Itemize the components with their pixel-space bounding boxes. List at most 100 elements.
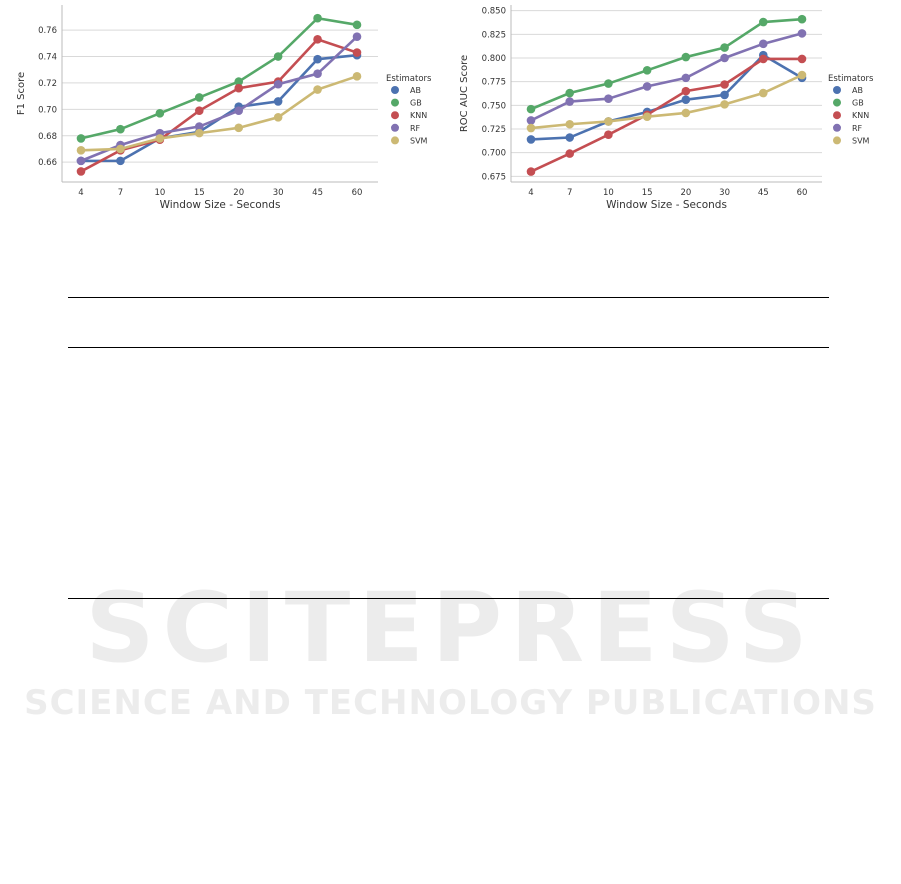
data-point-rf bbox=[313, 69, 322, 78]
y-tick-label: 0.66 bbox=[38, 158, 57, 168]
data-point-svm bbox=[116, 144, 125, 154]
table-header-rule bbox=[68, 347, 829, 348]
x-tick-label: 20 bbox=[233, 188, 244, 198]
legend-marker-svm bbox=[391, 136, 399, 145]
legend-label-ab: AB bbox=[410, 86, 421, 95]
x-tick-label: 10 bbox=[154, 188, 165, 198]
data-point-ab bbox=[526, 135, 536, 144]
data-point-gb bbox=[116, 124, 125, 134]
x-tick-label: 60 bbox=[352, 188, 363, 198]
series-line-gb bbox=[530, 17, 803, 111]
x-axis-label: Window Size - Seconds bbox=[160, 199, 281, 211]
data-point-rf bbox=[526, 116, 536, 125]
data-point-gb bbox=[797, 14, 807, 24]
y-tick-label: 0.700 bbox=[482, 149, 506, 159]
data-point-svm bbox=[681, 108, 691, 118]
data-point-rf bbox=[194, 122, 204, 131]
data-point-svm bbox=[797, 70, 807, 80]
data-point-svm bbox=[565, 119, 575, 129]
series-line-svm bbox=[80, 75, 358, 152]
data-point-knn bbox=[194, 106, 204, 115]
series-line-svm bbox=[530, 73, 803, 130]
x-axis-label: Window Size - Seconds bbox=[606, 199, 727, 211]
data-point-ab bbox=[565, 133, 575, 142]
f1-score-chart: 0.66 0.68 0.70 0.72 0.74 0.76 4 7 10 15 20 30 45 60 Wi… bbox=[16, 5, 432, 211]
data-point-rf bbox=[681, 73, 691, 83]
legend-title: Estimators bbox=[386, 74, 432, 84]
data-point-ab bbox=[720, 90, 729, 100]
data-point-gb bbox=[681, 52, 691, 62]
x-tick-label: 45 bbox=[758, 188, 769, 198]
y-tick-label: 0.850 bbox=[482, 7, 506, 17]
y-tick-label: 0.68 bbox=[38, 132, 57, 142]
data-point-rf bbox=[604, 94, 613, 104]
legend-label-gb: GB bbox=[852, 99, 864, 108]
data-point-svm bbox=[76, 145, 86, 155]
data-point-gb bbox=[604, 79, 613, 88]
data-point-gb bbox=[758, 17, 768, 27]
data-point-knn bbox=[565, 149, 575, 158]
watermark-subtitle: SCIENCE AND TECHNOLOGY PUBLICATIONS bbox=[24, 683, 877, 723]
data-point-ab bbox=[313, 54, 322, 64]
data-point-svm bbox=[352, 72, 362, 81]
data-point-gb bbox=[720, 43, 729, 52]
data-point-rf bbox=[273, 79, 283, 89]
data-point-gb bbox=[76, 134, 86, 143]
legend-label-knn: KNN bbox=[410, 111, 427, 120]
data-point-knn bbox=[758, 54, 768, 64]
x-tick-label: 20 bbox=[680, 188, 691, 198]
y-tick-label: 0.76 bbox=[38, 26, 57, 36]
data-point-rf bbox=[797, 29, 807, 38]
data-point-svm bbox=[720, 100, 729, 109]
x-tick-label: 4 bbox=[78, 188, 83, 198]
legend-label-rf: RF bbox=[852, 124, 863, 133]
legend-label-svm: SVM bbox=[410, 136, 428, 145]
x-tick-label: 7 bbox=[118, 188, 123, 198]
data-point-knn bbox=[526, 167, 536, 176]
data-point-gb bbox=[642, 66, 652, 75]
y-tick-label: 0.750 bbox=[482, 101, 506, 111]
y-tick-label: 0.74 bbox=[38, 53, 57, 63]
data-point-gb bbox=[155, 109, 165, 118]
data-point-rf bbox=[76, 156, 86, 166]
y-tick-label: 0.72 bbox=[38, 79, 57, 89]
data-point-ab bbox=[681, 95, 691, 104]
data-point-gb bbox=[526, 104, 536, 114]
y-tick-label: 0.675 bbox=[482, 172, 506, 182]
data-point-rf bbox=[720, 53, 729, 63]
data-point-rf bbox=[352, 32, 362, 42]
series-line-rf bbox=[530, 32, 803, 122]
series-line-rf bbox=[80, 35, 358, 163]
series-line-gb bbox=[80, 16, 358, 140]
data-point-knn bbox=[720, 80, 729, 89]
data-point-knn bbox=[681, 86, 691, 96]
legend-marker-knn bbox=[833, 111, 841, 120]
data-point-knn bbox=[604, 130, 613, 139]
legend-label-svm: SVM bbox=[852, 136, 870, 145]
data-point-svm bbox=[313, 85, 322, 94]
x-tick-label: 60 bbox=[797, 188, 808, 198]
data-point-rf bbox=[565, 97, 575, 106]
y-tick-label: 0.800 bbox=[482, 54, 506, 64]
data-point-svm bbox=[234, 123, 244, 133]
legend-marker-svm bbox=[833, 136, 841, 145]
y-tick-label: 0.70 bbox=[38, 105, 57, 115]
roc-auc-chart: 0.675 0.700 0.725 0.750 0.775 0.800 0.825 0.850… bbox=[459, 5, 874, 211]
data-point-ab bbox=[116, 156, 125, 166]
x-tick-label: 15 bbox=[642, 188, 653, 198]
x-tick-label: 30 bbox=[273, 188, 284, 198]
x-tick-label: 10 bbox=[603, 188, 614, 198]
legend-label-gb: GB bbox=[410, 99, 422, 108]
data-point-gb bbox=[234, 77, 244, 86]
x-tick-label: 30 bbox=[719, 188, 730, 198]
data-point-knn bbox=[797, 54, 807, 64]
legend-title: Estimators bbox=[828, 74, 874, 84]
series-line-knn bbox=[530, 57, 802, 173]
data-point-svm bbox=[642, 112, 652, 121]
data-point-gb bbox=[194, 93, 204, 102]
x-tick-label: 15 bbox=[194, 188, 205, 198]
data-point-svm bbox=[604, 117, 613, 126]
data-point-svm bbox=[273, 112, 283, 122]
y-tick-label: 0.825 bbox=[482, 30, 506, 40]
data-point-ab bbox=[273, 97, 283, 106]
